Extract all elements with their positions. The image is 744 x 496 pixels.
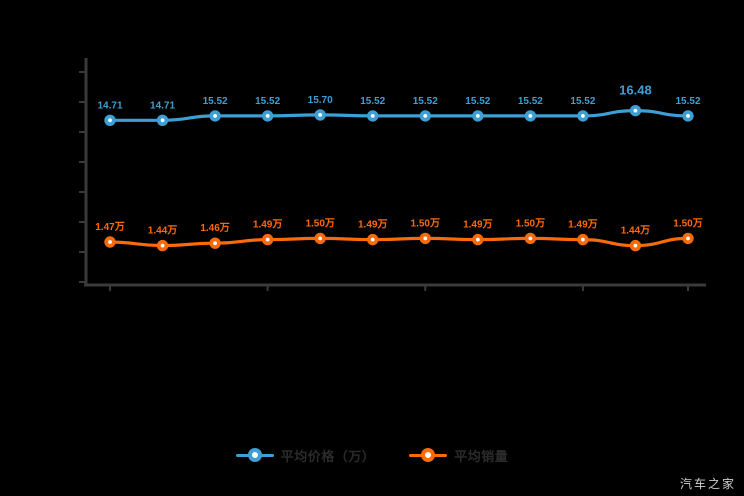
legend-item-sales[interactable]: 平均销量 — [409, 446, 508, 465]
data-point-marker[interactable] — [314, 232, 326, 245]
data-point-marker[interactable] — [524, 110, 537, 122]
legend-item-price[interactable]: 平均价格（万） — [235, 446, 376, 465]
data-point-marker[interactable] — [367, 233, 379, 246]
data-point-label: 1.50万 — [411, 217, 440, 229]
data-point-marker[interactable] — [682, 232, 694, 245]
data-point-label: 1.46万 — [200, 222, 229, 234]
data-point-label: 15.52 — [570, 96, 595, 107]
site-watermark: 汽车之家 — [679, 477, 736, 491]
data-point-label: 1.50万 — [516, 217, 545, 229]
chart-axes — [79, 58, 706, 291]
data-point-label: 15.52 — [203, 96, 228, 107]
data-point-label: 1.49万 — [463, 219, 492, 231]
series-line-price — [108, 109, 690, 122]
data-point-label: 15.52 — [360, 96, 385, 107]
data-point-label: 15.52 — [518, 96, 543, 107]
data-point-marker[interactable] — [629, 104, 642, 117]
data-point-label: 15.70 — [308, 95, 333, 106]
data-point-marker[interactable] — [577, 233, 589, 246]
data-point-label: 1.47万 — [95, 221, 124, 233]
legend-label-sales: 平均销量 — [454, 448, 509, 464]
data-point-marker[interactable] — [682, 110, 694, 122]
data-point-marker[interactable] — [314, 109, 326, 121]
data-point-marker[interactable] — [156, 114, 169, 127]
series-line-sales — [108, 236, 690, 248]
data-point-label: 1.49万 — [568, 219, 597, 231]
legend-label-price: 平均价格（万） — [280, 448, 376, 464]
data-point-label: 15.52 — [465, 96, 490, 107]
data-point-label: 1.50万 — [673, 217, 702, 229]
chart-value-labels: 14.71 14.71 15.52 15.52 15.70 15.52 15.52 15.52… — [95, 83, 702, 237]
data-point-label: 14.71 — [150, 100, 175, 111]
data-point-label: 1.49万 — [253, 219, 282, 231]
data-point-label: 1.49万 — [358, 219, 387, 231]
data-point-marker[interactable] — [209, 237, 221, 249]
data-point-label: 1.44万 — [148, 225, 177, 237]
data-point-marker[interactable] — [261, 233, 274, 246]
data-point-label: 1.44万 — [621, 225, 650, 237]
data-point-marker[interactable] — [472, 110, 484, 122]
data-point-label: 15.52 — [675, 96, 700, 107]
data-point-marker[interactable] — [524, 232, 537, 245]
data-point-label: 15.52 — [255, 96, 280, 107]
data-point-marker[interactable] — [367, 110, 379, 122]
data-point-marker[interactable] — [104, 236, 116, 248]
y-axis-ticks — [79, 71, 86, 283]
chart-series-layer — [104, 104, 694, 252]
data-point-marker[interactable] — [419, 110, 431, 122]
line-dot-marker-icon — [235, 448, 274, 462]
data-point-marker[interactable] — [261, 110, 274, 122]
data-point-marker[interactable] — [629, 239, 642, 252]
data-point-marker[interactable] — [419, 232, 431, 245]
data-point-label: 1.50万 — [305, 217, 334, 229]
data-point-marker[interactable] — [472, 233, 484, 246]
x-axis-ticks — [109, 285, 689, 291]
data-point-label: 16.48 — [619, 83, 652, 98]
data-point-label: 15.52 — [413, 96, 438, 107]
chart-legend: 平均价格（万） 平均销量 — [0, 440, 744, 470]
line-dot-marker-icon — [409, 448, 448, 462]
data-point-marker[interactable] — [209, 110, 221, 122]
data-point-marker[interactable] — [577, 110, 589, 122]
data-point-marker[interactable] — [104, 114, 116, 127]
data-point-marker[interactable] — [156, 239, 169, 252]
data-point-label: 14.71 — [97, 100, 122, 111]
